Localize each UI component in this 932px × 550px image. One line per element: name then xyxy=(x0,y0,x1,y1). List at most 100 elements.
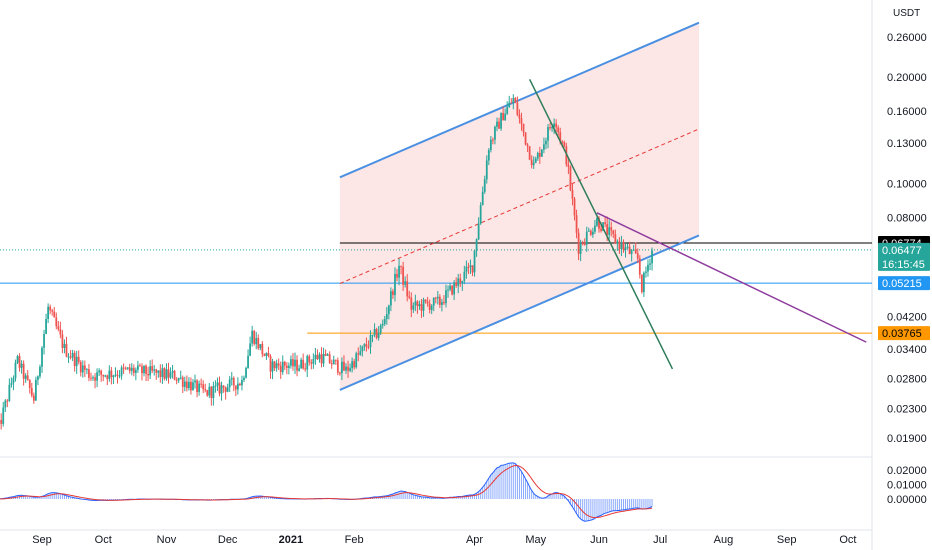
candle-body xyxy=(408,296,411,298)
candle-body xyxy=(373,328,376,335)
candle-body xyxy=(475,239,478,251)
price-tag-label: 0.03765 xyxy=(882,328,922,340)
trendline-0[interactable] xyxy=(528,78,674,370)
candle-body xyxy=(443,302,445,304)
candle-body xyxy=(259,344,262,349)
y-tick-label: 0.04200 xyxy=(887,311,927,323)
candle-body xyxy=(24,375,27,379)
candle-body xyxy=(436,296,439,299)
candle-body xyxy=(130,367,133,371)
candle-body xyxy=(287,365,290,368)
channel-mid-line[interactable] xyxy=(339,128,700,285)
candle-body xyxy=(341,361,343,374)
candle-body xyxy=(79,362,82,373)
candle-body xyxy=(463,271,466,281)
trendline-1[interactable] xyxy=(596,212,867,343)
candle-body xyxy=(469,265,472,268)
candle-body xyxy=(494,126,496,140)
candle-body xyxy=(320,354,323,364)
candle-body xyxy=(418,304,421,307)
candle-body xyxy=(545,140,547,145)
candle-body xyxy=(143,365,145,374)
candle-body xyxy=(241,380,243,386)
candle-body xyxy=(398,265,400,278)
candle-body xyxy=(549,127,551,129)
candle-body xyxy=(188,381,190,389)
candle-body xyxy=(589,230,592,235)
candle-body xyxy=(94,377,96,381)
candle-body xyxy=(543,144,545,150)
candle-body xyxy=(453,282,456,295)
candle-body xyxy=(622,242,625,250)
candle-body xyxy=(41,347,43,367)
x-tick-label: Sep xyxy=(777,534,797,546)
candle-body xyxy=(518,114,521,119)
candle-body xyxy=(106,375,109,380)
channel-upper-line[interactable] xyxy=(339,21,700,179)
candle-body xyxy=(483,179,486,192)
candle-body xyxy=(426,301,429,304)
candle-body xyxy=(600,228,602,231)
candle-body xyxy=(559,132,562,142)
candle-body xyxy=(245,368,247,378)
candle-body xyxy=(430,305,433,310)
candle-body xyxy=(585,231,588,245)
candle-body xyxy=(626,246,629,248)
candle-body xyxy=(14,362,17,379)
candle-body xyxy=(308,356,311,363)
price-tag-label: 0.05215 xyxy=(882,278,922,290)
candle-body xyxy=(477,223,480,240)
candle-body xyxy=(92,377,94,379)
candle-body xyxy=(26,375,29,380)
candle-body xyxy=(438,296,441,305)
candle-body xyxy=(634,249,637,254)
candle-body xyxy=(43,333,45,348)
candle-body xyxy=(473,250,476,273)
y-tick-label: 0.08000 xyxy=(887,213,927,225)
candle-body xyxy=(263,353,266,356)
candle-body xyxy=(587,230,590,232)
candle-body xyxy=(371,334,374,336)
candle-body xyxy=(618,241,621,250)
candle-body xyxy=(428,303,431,310)
candle-body xyxy=(557,127,560,133)
candle-body xyxy=(251,330,254,344)
candle-body xyxy=(404,281,407,285)
candle-body xyxy=(292,359,294,367)
candle-body xyxy=(532,162,535,166)
candle-body xyxy=(579,242,582,254)
candle-body xyxy=(385,314,388,320)
candle-body xyxy=(267,352,270,356)
candle-body xyxy=(67,356,70,358)
candle-body xyxy=(496,121,498,127)
candle-body xyxy=(445,290,447,304)
y-tick-label: 0.02300 xyxy=(887,404,927,416)
candle-body xyxy=(338,372,341,374)
candle-body xyxy=(322,353,325,364)
candle-body xyxy=(506,107,509,114)
candle-body xyxy=(171,371,174,373)
candle-body xyxy=(377,332,380,338)
candle-body xyxy=(459,278,462,284)
candle-body xyxy=(290,359,292,366)
x-tick-label: Nov xyxy=(157,534,177,546)
candle-body xyxy=(553,123,556,127)
candle-body xyxy=(234,385,237,390)
candle-body xyxy=(175,379,178,381)
macd-tick-label: 0.02000 xyxy=(887,465,927,477)
macd-tick-label: 0.00000 xyxy=(887,494,927,506)
candle-body xyxy=(190,381,192,391)
candle-body xyxy=(363,344,366,347)
candle-body xyxy=(567,164,570,167)
candle-body xyxy=(218,382,221,394)
candle-body xyxy=(47,306,50,319)
candle-body xyxy=(571,190,574,199)
candle-body xyxy=(196,380,198,393)
candle-body xyxy=(563,142,566,147)
candle-body xyxy=(269,355,272,372)
candle-body xyxy=(500,112,502,129)
candle-body xyxy=(39,366,41,377)
candle-body xyxy=(155,369,158,373)
y-tick-label: 0.16000 xyxy=(887,106,927,118)
